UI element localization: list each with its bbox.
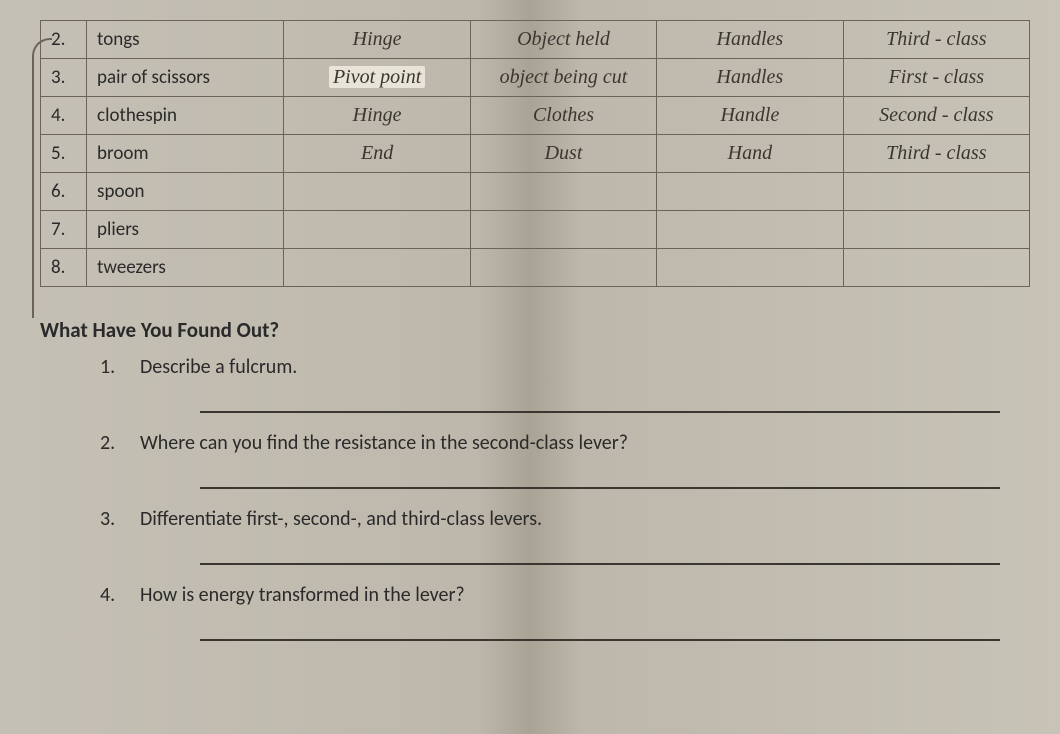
answer-blank-line [200,487,1000,489]
answer-cell [470,249,656,287]
section-heading: What Have You Found Out? [40,317,1030,343]
answer-cell [284,173,470,211]
answer-cell: object being cut [470,59,656,97]
question-number: 4. [100,583,140,607]
lever-table: 2.tongsHingeObject heldHandlesThird - cl… [40,20,1030,287]
question-item: 3.Differentiate first-, second-, and thi… [100,507,1030,531]
question-item: 1.Describe a fulcrum. [100,355,1030,379]
question-text: Where can you find the resistance in the… [140,431,1030,455]
item-name: pliers [87,211,284,249]
row-number: 4. [41,97,87,135]
answer-cell [657,211,843,249]
answer-cell [657,173,843,211]
answer-cell: End [284,135,470,173]
answer-cell: Object held [470,21,656,59]
question-text: How is energy transformed in the lever? [140,583,1030,607]
row-number: 2. [41,21,87,59]
lever-table-container: 2.tongsHingeObject heldHandlesThird - cl… [40,20,1030,287]
answer-blank-line [200,639,1000,641]
table-row: 6.spoon [41,173,1030,211]
answer-cell: Second - class [843,97,1029,135]
answer-cell: Third - class [843,135,1029,173]
question-number: 2. [100,431,140,455]
answer-cell: Handles [657,21,843,59]
row-number: 8. [41,249,87,287]
table-row: 3.pair of scissorsPivot pointobject bein… [41,59,1030,97]
answer-cell [284,249,470,287]
table-row: 5.broomEndDustHandThird - class [41,135,1030,173]
answer-cell: Handles [657,59,843,97]
question-list: 1.Describe a fulcrum. 2.Where can you fin… [40,355,1030,641]
item-name: tongs [87,21,284,59]
answer-cell [470,211,656,249]
question-text: Describe a fulcrum. [140,355,1030,379]
answer-cell: Dust [470,135,656,173]
answer-cell [843,173,1029,211]
question-item: 4.How is energy transformed in the lever… [100,583,1030,607]
question-item: 2.Where can you find the resistance in t… [100,431,1030,455]
answer-blank-line [200,563,1000,565]
answer-blank-line [200,411,1000,413]
answer-cell [657,249,843,287]
question-number: 1. [100,355,140,379]
row-number: 7. [41,211,87,249]
answer-cell: Hinge [284,21,470,59]
item-name: tweezers [87,249,284,287]
answer-cell: Third - class [843,21,1029,59]
question-text: Differentiate first-, second-, and third… [140,507,1030,531]
answer-cell: Handle [657,97,843,135]
answer-cell: Pivot point [284,59,470,97]
answer-cell: Hand [657,135,843,173]
item-name: pair of scissors [87,59,284,97]
answer-cell [843,249,1029,287]
item-name: spoon [87,173,284,211]
answer-cell [843,211,1029,249]
row-number: 5. [41,135,87,173]
table-row: 4.clothespinHingeClothesHandleSecond - c… [41,97,1030,135]
answer-cell: Clothes [470,97,656,135]
answer-cell [284,211,470,249]
item-name: broom [87,135,284,173]
answer-cell: First - class [843,59,1029,97]
table-row: 7.pliers [41,211,1030,249]
row-number: 3. [41,59,87,97]
table-row: 2.tongsHingeObject heldHandlesThird - cl… [41,21,1030,59]
question-number: 3. [100,507,140,531]
row-number: 6. [41,173,87,211]
answer-cell [470,173,656,211]
table-row: 8.tweezers [41,249,1030,287]
item-name: clothespin [87,97,284,135]
answer-cell: Hinge [284,97,470,135]
